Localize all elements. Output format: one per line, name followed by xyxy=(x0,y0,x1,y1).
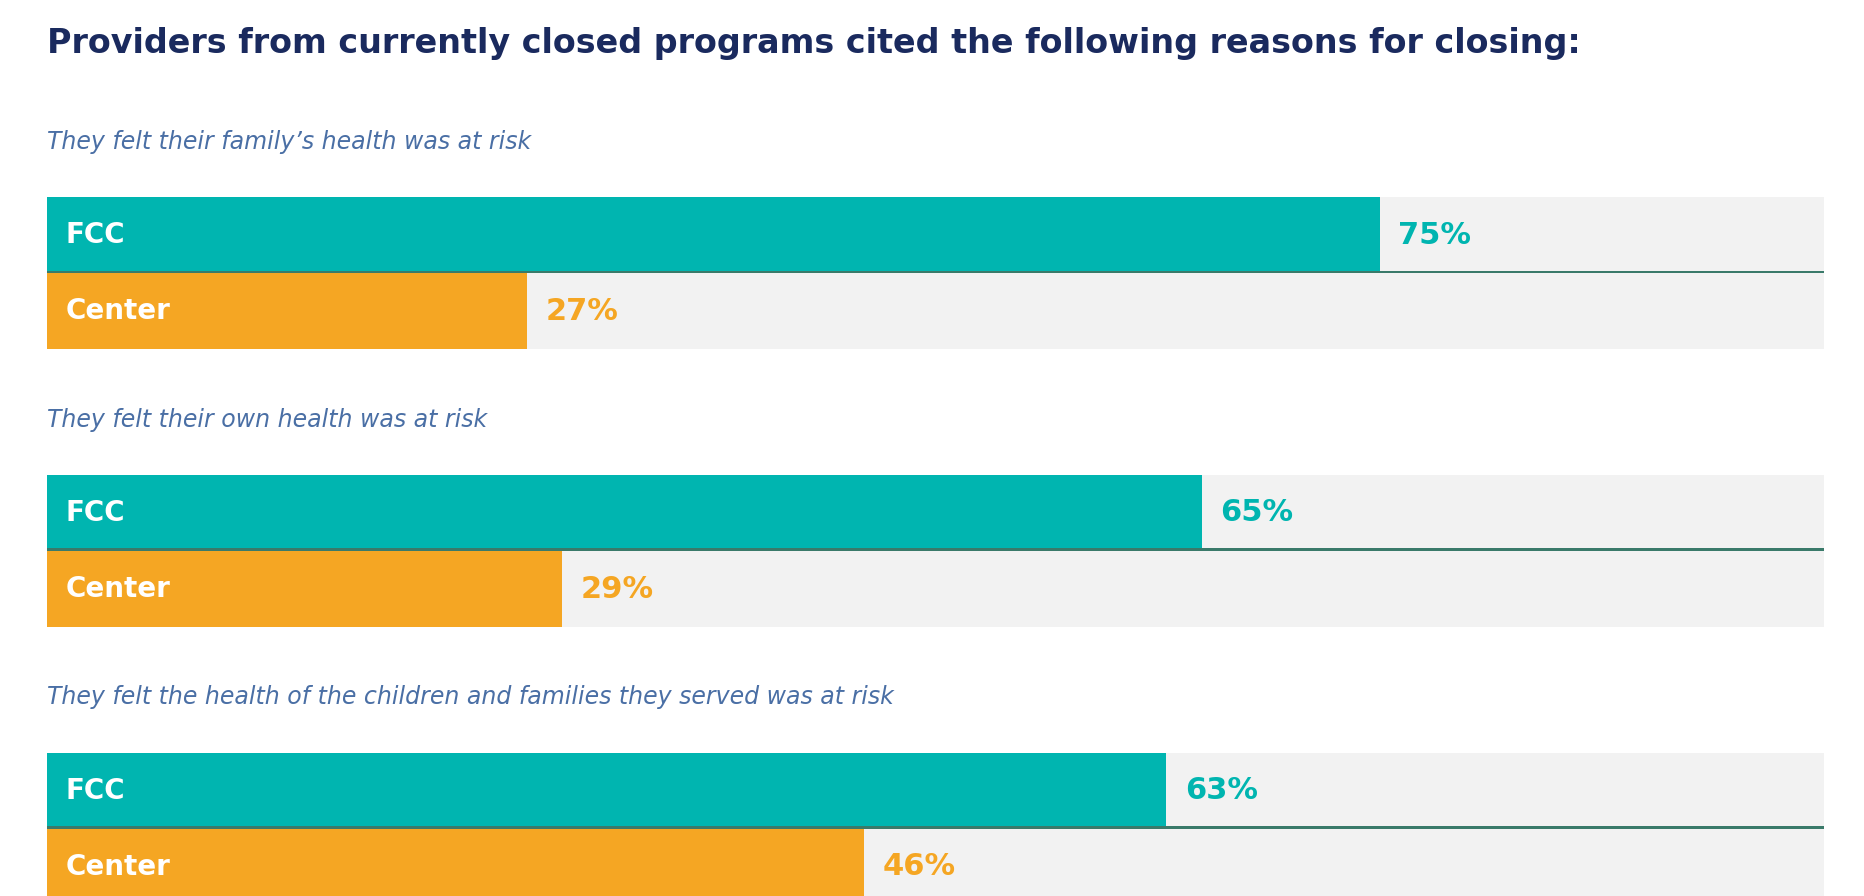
Text: Center: Center xyxy=(65,575,170,603)
Text: Center: Center xyxy=(65,297,170,325)
Text: They felt their family’s health was at risk: They felt their family’s health was at r… xyxy=(47,130,531,154)
Text: 27%: 27% xyxy=(544,297,617,326)
Text: Center: Center xyxy=(65,853,170,881)
Text: They felt the health of the children and families they served was at risk: They felt the health of the children and… xyxy=(47,685,893,710)
Text: Providers from currently closed programs cited the following reasons for closing: Providers from currently closed programs… xyxy=(47,27,1579,60)
Text: They felt their own health was at risk: They felt their own health was at risk xyxy=(47,408,487,432)
Text: 75%: 75% xyxy=(1398,220,1471,250)
Text: FCC: FCC xyxy=(65,221,125,249)
Text: FCC: FCC xyxy=(65,499,125,527)
Text: FCC: FCC xyxy=(65,777,125,805)
Text: 65%: 65% xyxy=(1219,498,1294,528)
Text: 29%: 29% xyxy=(580,574,654,604)
Text: 46%: 46% xyxy=(882,852,956,882)
Text: 63%: 63% xyxy=(1184,776,1258,806)
